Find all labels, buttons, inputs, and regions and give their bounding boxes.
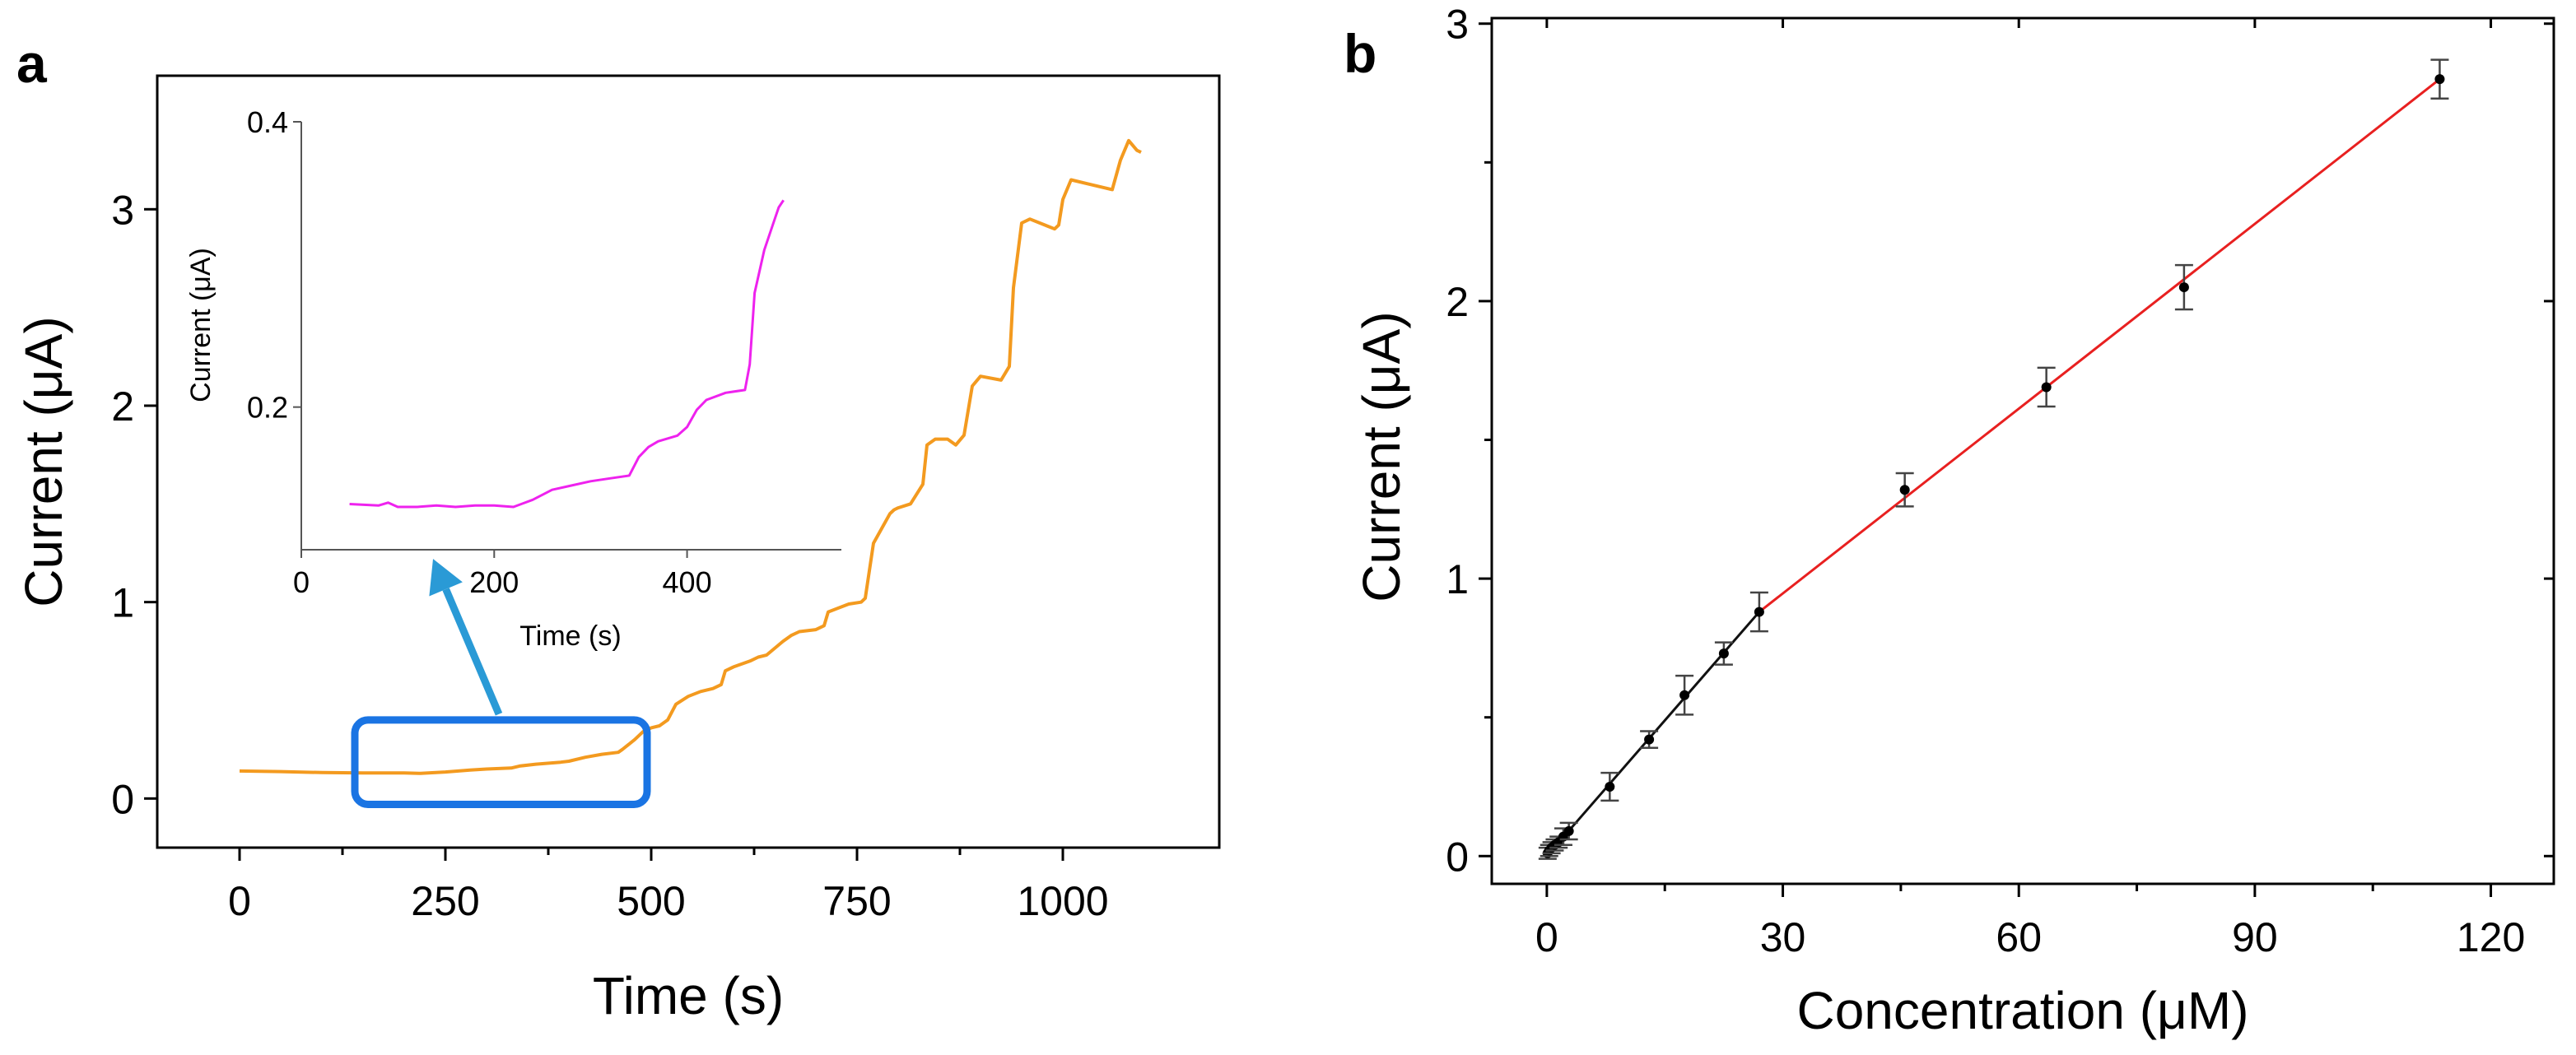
panel-a-y-ticks: 0 1 2 3	[111, 187, 157, 822]
panel-b-data-point	[2174, 263, 2193, 311]
inset-y-ticks: 0.2 0.4	[247, 105, 301, 425]
data-marker	[1899, 485, 1910, 495]
panel-b: b 0 30 60 90 120 0 1 2 3 Concentration (μM) Cur…	[1344, 2, 2555, 1040]
panel-b-fit-lines	[1545, 77, 2441, 857]
inset-x-ticks: 0 200 400	[293, 550, 712, 599]
panel-b-y-tick-label: 1	[1446, 556, 1469, 602]
panel-b-data-point	[2430, 58, 2449, 100]
inset-x-axis-title: Time (s)	[519, 620, 621, 652]
panel-b-label: b	[1344, 23, 1377, 84]
data-marker	[1754, 607, 1764, 617]
inset-series	[349, 199, 785, 509]
data-marker	[2041, 382, 2052, 393]
panel-a-annotations	[351, 559, 651, 808]
panel-b-fit-line	[1545, 611, 1761, 857]
panel-b-x-tick-label: 120	[2457, 914, 2525, 960]
zoom-arrow-head	[429, 559, 463, 597]
panel-a-series	[239, 138, 1142, 775]
panel-b-data-point	[1895, 472, 1914, 508]
panel-a-x-tick-label: 750	[822, 878, 891, 924]
inset-current-trace	[349, 199, 785, 509]
panel-b-x-ticks: 0 30 60 90 120	[1535, 18, 2525, 960]
panel-a-label: a	[16, 33, 48, 94]
data-marker	[1563, 825, 1574, 836]
panel-a-y-tick-label: 2	[111, 383, 134, 430]
panel-a-x-tick-label: 250	[411, 878, 479, 924]
panel-a-y-tick-label: 0	[111, 776, 134, 822]
panel-b-y-tick-label: 3	[1446, 2, 1469, 48]
panel-b-y-tick-label: 0	[1446, 834, 1469, 880]
data-marker	[1644, 734, 1655, 745]
inset-y-tick-label: 0.2	[247, 391, 288, 425]
data-marker	[2434, 74, 2445, 85]
inset-x-tick-label: 0	[293, 565, 310, 599]
panel-a-x-axis-title: Time (s)	[593, 966, 784, 1025]
panel-b-data-point	[1675, 674, 1694, 716]
panel-a-current-trace	[239, 138, 1142, 775]
inset-x-tick-label: 200	[469, 565, 519, 599]
panel-b-data-point	[2037, 366, 2056, 408]
panel-b-y-axis-title: Current (μA)	[1352, 311, 1411, 602]
panel-b-x-tick-label: 30	[1760, 914, 1806, 960]
panel-a-x-tick-label: 0	[228, 878, 251, 924]
inset-axes	[300, 122, 841, 551]
panel-b-x-tick-label: 90	[2232, 914, 2278, 960]
panel-a-y-axis-title: Current (μA)	[14, 316, 73, 607]
panel-b-x-axis-title: Concentration (μM)	[1796, 981, 2248, 1040]
zoom-region-box	[351, 716, 651, 808]
inset-y-axis-title: Current (μA)	[185, 248, 217, 402]
panel-b-data-point	[1640, 730, 1659, 750]
panel-b-fit-line	[1758, 77, 2441, 613]
panel-a-x-tick-label: 1000	[1017, 878, 1108, 924]
inset-x-tick-label: 400	[663, 565, 712, 599]
panel-a-x-ticks: 0 250 500 750 1000	[228, 848, 1109, 924]
panel-b-data-point	[1554, 827, 1572, 847]
panel-b-data-point	[1600, 771, 1619, 802]
data-marker	[1718, 648, 1729, 659]
data-marker	[1679, 690, 1690, 700]
panel-b-data-point	[1714, 641, 1733, 666]
panel-b-y-tick-label: 2	[1446, 279, 1469, 325]
panel-b-x-tick-label: 60	[1996, 914, 2042, 960]
zoom-arrow-shaft	[442, 588, 503, 716]
panel-b-data-point	[1559, 821, 1578, 841]
data-marker	[2178, 282, 2189, 293]
panel-a-y-tick-label: 3	[111, 187, 134, 233]
panel-a: a 0 250 500 750 1000 0 1 2 3 Time (s) Current (…	[14, 33, 1221, 1025]
inset-y-tick-label: 0.4	[247, 105, 288, 139]
panel-b-x-tick-label: 0	[1535, 914, 1558, 960]
panel-b-y-ticks: 0 1 2 3	[1446, 2, 2554, 880]
panel-a-y-tick-label: 1	[111, 580, 134, 626]
panel-a-x-tick-label: 500	[617, 878, 685, 924]
panel-b-plot-frame	[1490, 16, 2555, 885]
panel-a-plot-frame	[156, 74, 1221, 849]
data-marker	[1605, 781, 1615, 792]
panel-b-points	[1538, 58, 2449, 860]
panel-b-data-point	[1749, 591, 1768, 633]
panel-a-inset: 0 200 400 0.2 0.4 Time (s) Current (μA)	[185, 105, 841, 652]
